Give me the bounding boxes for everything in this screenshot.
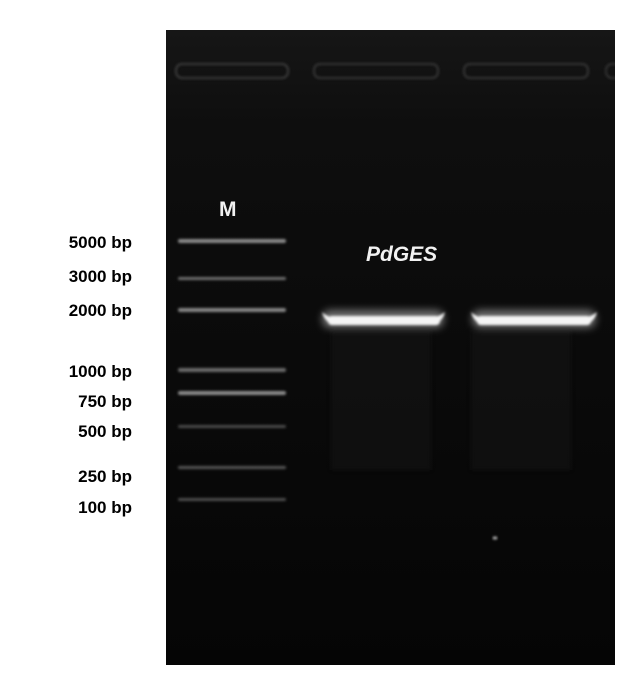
ladder-band-3000 bbox=[178, 277, 286, 280]
loading-wells bbox=[175, 63, 615, 79]
well-lane-4 bbox=[605, 63, 615, 79]
ladder-band-250 bbox=[178, 466, 286, 469]
marker-ladder bbox=[178, 239, 286, 501]
ladder-label-750: 750 bp bbox=[78, 392, 132, 411]
ladder-band-5000 bbox=[178, 239, 286, 243]
lane-streaks bbox=[331, 330, 571, 470]
ladder-band-2000 bbox=[178, 308, 286, 312]
ladder-label-2000: 2000 bp bbox=[68, 301, 132, 320]
ladder-label-500: 500 bp bbox=[78, 422, 132, 441]
ladder-label-5000: 5000 bp bbox=[68, 233, 132, 252]
well-lane-3 bbox=[463, 63, 589, 79]
ladder-band-750 bbox=[178, 391, 286, 395]
gel-bands-graphic bbox=[166, 30, 615, 665]
ladder-band-500 bbox=[178, 425, 286, 428]
ladder-band-100 bbox=[178, 498, 286, 501]
well-lane-1 bbox=[175, 63, 289, 79]
sample-bands bbox=[322, 312, 597, 325]
ladder-label-1000: 1000 bp bbox=[68, 362, 132, 381]
ladder-band-1000 bbox=[178, 368, 286, 372]
gene-label: PdGES bbox=[366, 243, 438, 266]
marker-lane-label: M bbox=[219, 198, 237, 221]
gel-image: M PdGES bbox=[166, 30, 615, 665]
ladder-label-250: 250 bp bbox=[78, 467, 132, 486]
ladder-label-3000: 3000 bp bbox=[68, 267, 132, 286]
gel-speck bbox=[492, 536, 498, 540]
ladder-size-labels: 5000 bp 3000 bp 2000 bp 1000 bp 750 bp 5… bbox=[0, 0, 160, 693]
ladder-label-100: 100 bp bbox=[78, 498, 132, 517]
well-lane-2 bbox=[313, 63, 439, 79]
